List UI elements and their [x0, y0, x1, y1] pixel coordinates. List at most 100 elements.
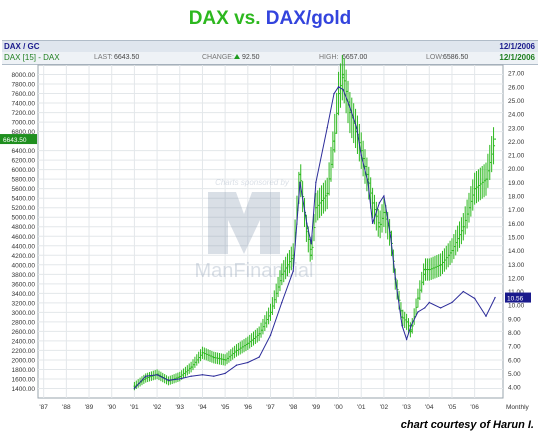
x-tick-label: '00	[334, 404, 343, 411]
dax-point	[378, 225, 381, 228]
dax-gold-point	[367, 181, 369, 184]
dax-gold-point	[428, 301, 430, 304]
x-tick-label: '88	[62, 404, 71, 411]
dax-gold-point	[326, 127, 328, 129]
header-row-dax: DAX [15] - DAX LAST: 6643.50 CHANGE: 92.…	[2, 52, 538, 65]
dax-gold-point	[473, 297, 476, 300]
dax-point	[190, 366, 192, 368]
dax-point	[133, 385, 136, 387]
y-left-tick-label: 7400.00	[12, 101, 36, 108]
dax-point	[451, 249, 453, 252]
y-left-tick-label: 4200.00	[12, 253, 36, 260]
dax-gold-point	[306, 222, 308, 225]
y-left-tick-label: 6200.00	[12, 158, 36, 165]
x-tick-label: '04	[425, 404, 434, 411]
change-value-wrap: 92.50	[232, 52, 260, 64]
header-series-ratio: DAX / GC	[4, 42, 40, 51]
dax-point	[305, 230, 308, 233]
x-tick-label: '01	[357, 404, 366, 411]
dax-gold-point	[281, 301, 283, 304]
dax-point	[315, 206, 317, 209]
change-label: CHANGE:	[202, 54, 234, 61]
dax-gold-point	[355, 127, 358, 129]
dax-gold-point	[349, 106, 351, 109]
dax-gold-point	[405, 338, 408, 341]
y-right-tick-label: 4.00	[508, 385, 521, 392]
dax-gold-point	[333, 92, 335, 95]
y-left-tick-label: 7000.00	[12, 120, 36, 127]
high-value: 6657.00	[342, 54, 368, 61]
x-tick-label: '89	[85, 404, 94, 411]
y-right-tick-label: 16.00	[508, 221, 525, 228]
x-tick-label: '99	[312, 404, 321, 411]
change-value: 92.50	[242, 54, 260, 61]
dax-point	[405, 321, 408, 323]
y-left-tick-label: 8000.00	[12, 72, 36, 79]
x-tick-label: '05	[448, 404, 457, 411]
last-value: 6643.50	[114, 54, 140, 61]
ratio-last-badge	[505, 292, 531, 303]
y-right-tick-label: 15.00	[508, 234, 525, 241]
y-left-tick-label: 2200.00	[12, 348, 36, 355]
dax-point	[269, 311, 272, 314]
dax-point	[349, 111, 351, 114]
y-left-tick-label: 1600.00	[12, 376, 36, 383]
y-left-tick-label: 1400.00	[12, 386, 36, 393]
low-value: 6586.50	[443, 54, 469, 61]
y-left-tick-label: 6800.00	[12, 129, 36, 136]
title-dax: DAX	[188, 8, 229, 29]
dax-gold-point	[167, 379, 170, 381]
dax-gold-point	[417, 311, 419, 313]
dax-point	[473, 187, 476, 190]
dax-point	[401, 316, 403, 318]
y-right-tick-label: 25.00	[508, 98, 525, 105]
dax-gold-point	[394, 277, 396, 279]
dax-point	[494, 138, 496, 140]
dax-point	[292, 254, 294, 257]
dax-point	[337, 92, 340, 95]
title-vs: vs.	[234, 8, 261, 29]
y-left-tick-label: 3000.00	[12, 310, 36, 317]
y-left-tick-label: 5200.00	[12, 205, 36, 212]
y-left-tick-label: 7800.00	[12, 82, 36, 89]
dax-point	[423, 268, 426, 271]
dax-point	[485, 178, 487, 180]
dax-gold-point	[299, 181, 301, 184]
chart-title: DAX vs. DAX/gold	[0, 8, 540, 30]
y-right-tick-label: 19.00	[508, 180, 525, 187]
x-tick-label: '03	[402, 404, 411, 411]
ratio-last-badge-text: 10.56	[507, 296, 524, 303]
y-right-tick-label: 12.00	[508, 275, 525, 282]
x-tick-label: '06	[470, 404, 479, 411]
dax-point	[144, 377, 147, 379]
x-tick-label: '93	[176, 404, 185, 411]
dax-gold-point	[439, 307, 442, 309]
y-left-tick-label: 7200.00	[12, 110, 36, 117]
y-right-tick-label: 8.00	[508, 330, 521, 337]
dax-gold-line	[134, 86, 496, 389]
x-tick-label: '87	[39, 404, 48, 411]
dax-point	[235, 349, 238, 352]
y-right-tick-label: 14.00	[508, 248, 525, 255]
dax-point	[178, 375, 181, 378]
header-series-dax: DAX [15] - DAX	[4, 53, 60, 62]
dax-gold-point	[145, 375, 147, 377]
dax-gold-point	[360, 154, 362, 156]
dax-point	[326, 192, 329, 195]
header-date-ratio: 12/1/2006	[499, 42, 535, 51]
dax-gold-point	[371, 222, 374, 225]
up-arrow-icon	[234, 54, 240, 59]
y-right-tick-label: 22.00	[508, 139, 525, 146]
x-tick-label: '94	[198, 404, 207, 411]
dax-gold-point	[310, 243, 313, 245]
dax-point	[462, 225, 465, 228]
y-right-tick-label: 27.00	[508, 71, 525, 78]
dax-point	[258, 332, 260, 335]
dax-gold-point	[451, 301, 453, 304]
y-left-tick-label: 5800.00	[12, 177, 36, 184]
dax-gold-point	[424, 307, 426, 309]
x-tick-label: '96	[244, 404, 253, 411]
y-left-tick-label: 2600.00	[12, 329, 36, 336]
dax-gold-point	[401, 324, 403, 327]
dax-gold-point	[190, 375, 192, 377]
